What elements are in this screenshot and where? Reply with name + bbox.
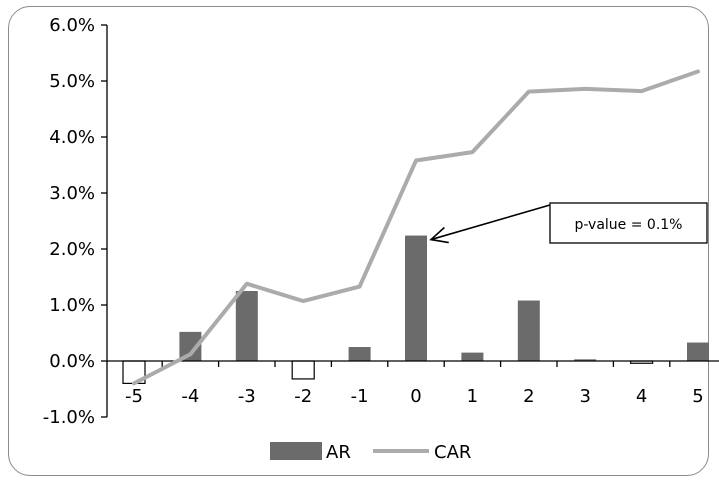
annotation-arrow bbox=[430, 204, 551, 241]
y-tick-label: 4.0% bbox=[49, 127, 95, 148]
annotation-text: p-value = 0.1% bbox=[574, 217, 682, 233]
legend-swatch-ar bbox=[270, 442, 322, 460]
bar-ar--1 bbox=[348, 347, 371, 361]
x-tick-label: 5 bbox=[692, 386, 703, 407]
bar-ar--3 bbox=[235, 291, 258, 361]
axes bbox=[106, 25, 719, 417]
y-axis-ticks: 6.0% 5.0% 4.0% 3.0% 2.0% 1.0% 0.0% -1.0% bbox=[43, 15, 107, 428]
x-tick-label: 4 bbox=[636, 386, 647, 407]
car-line-path bbox=[132, 69, 700, 386]
legend-label-ar: AR bbox=[326, 442, 351, 463]
x-tick-label: -1 bbox=[351, 386, 369, 407]
x-axis-ticks: -5 -4 -3 -2 -1 0 1 2 3 4 5 bbox=[125, 361, 704, 407]
annotation-arrowhead bbox=[429, 226, 449, 244]
x-tick-label: -4 bbox=[181, 386, 199, 407]
y-tick-label: 1.0% bbox=[49, 295, 95, 316]
bar-ar--2 bbox=[291, 360, 315, 380]
bar-ar-3 bbox=[574, 359, 597, 361]
y-tick-label: 3.0% bbox=[49, 183, 95, 204]
annotation: p-value = 0.1% bbox=[429, 202, 708, 244]
x-tick-label: -3 bbox=[238, 386, 256, 407]
bar-ar-1 bbox=[461, 352, 484, 361]
y-tick-label: -1.0% bbox=[43, 407, 95, 428]
ar-bars bbox=[122, 235, 709, 384]
y-tick-label: 0.0% bbox=[49, 351, 95, 372]
bar-ar-5 bbox=[687, 342, 709, 361]
bar-ar-0 bbox=[405, 235, 427, 361]
car-line bbox=[132, 69, 700, 386]
x-tick-label: 2 bbox=[523, 386, 534, 407]
y-tick-label: 6.0% bbox=[49, 15, 95, 36]
y-tick-label: 2.0% bbox=[49, 239, 95, 260]
x-tick-label: 1 bbox=[467, 386, 478, 407]
x-tick-label: 3 bbox=[579, 386, 590, 407]
x-tick-label: -5 bbox=[125, 386, 143, 407]
y-tick-label: 5.0% bbox=[49, 71, 95, 92]
bar-ar-2 bbox=[517, 300, 540, 361]
x-tick-label: 0 bbox=[410, 386, 421, 407]
bar-ar--4 bbox=[179, 331, 202, 361]
annotation-box bbox=[549, 202, 708, 244]
legend-label-car: CAR bbox=[434, 442, 471, 463]
x-tick-label: -2 bbox=[294, 386, 312, 407]
legend: AR CAR bbox=[270, 442, 471, 463]
